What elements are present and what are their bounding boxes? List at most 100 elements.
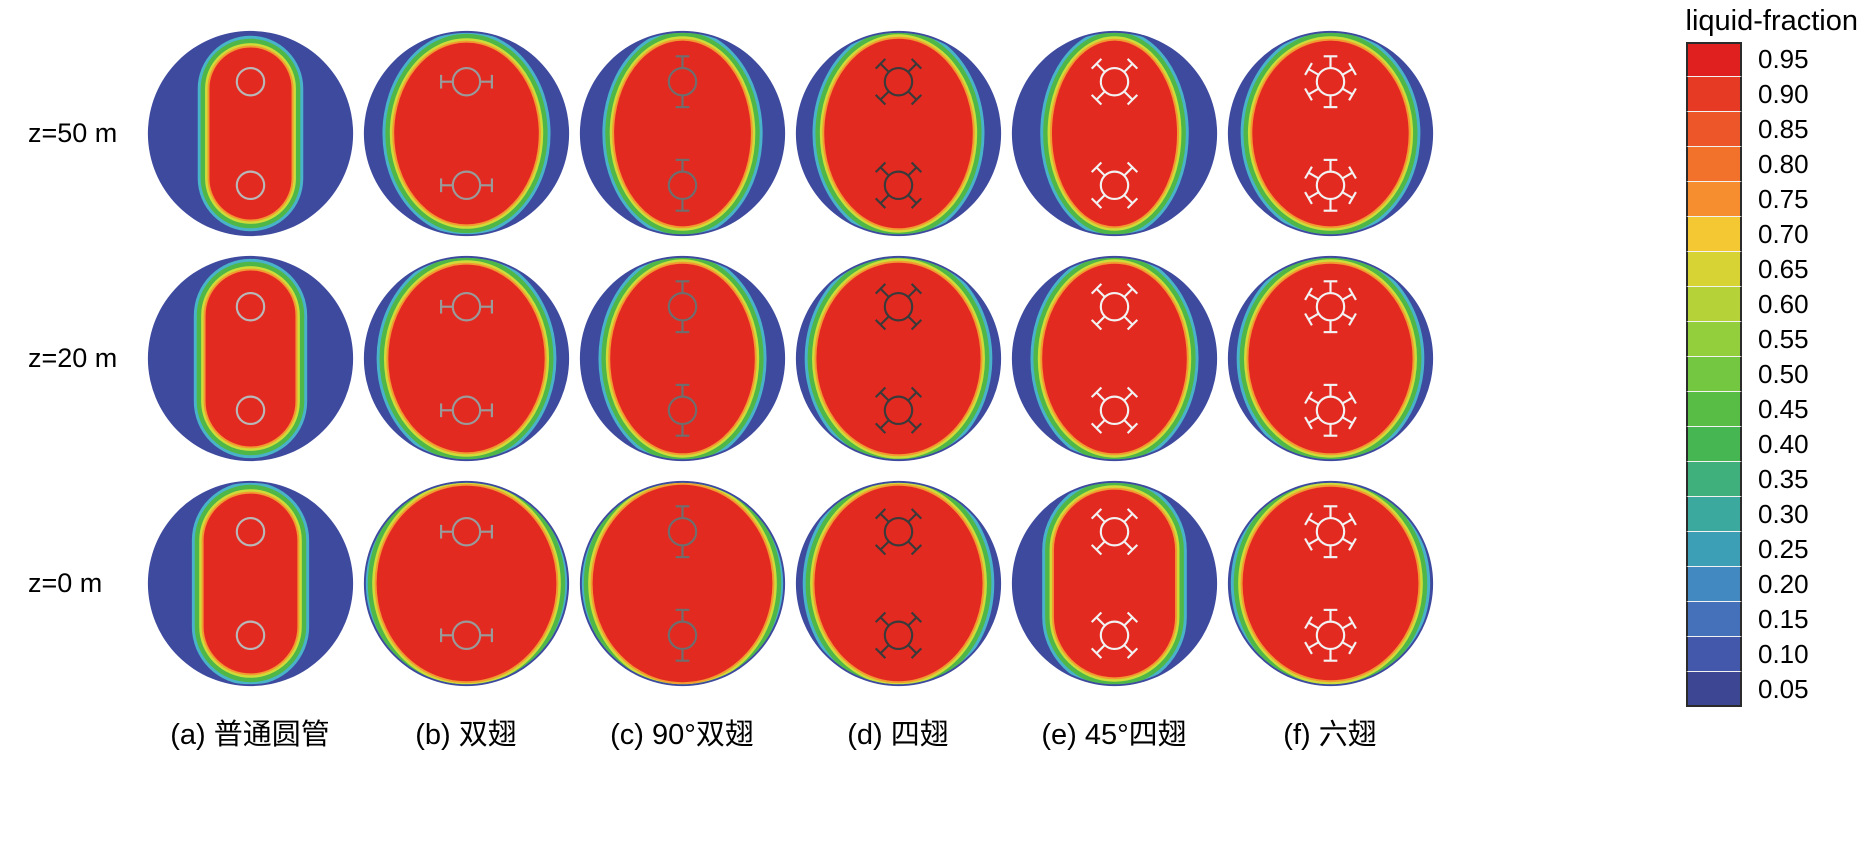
contour-plot-b-row1 <box>358 251 574 466</box>
tube-glyph <box>1303 55 1357 109</box>
contour-svg <box>147 480 353 687</box>
contour-grid: z=50 m z=20 m z=0 m (a) 普通圆管 (b) 双翅 (c) 90°双翅… <box>14 26 1438 751</box>
colorbar-tick-label: 0.15 <box>1758 604 1809 634</box>
tube-glyph <box>1303 158 1357 212</box>
row-label-spacer <box>14 701 142 749</box>
tube-glyph <box>1090 283 1138 331</box>
contour-svg <box>1011 255 1217 462</box>
tube-glyph <box>235 516 265 547</box>
contour-plot-b-row2 <box>358 476 574 691</box>
melt-region <box>601 32 763 235</box>
tube-glyph <box>235 620 265 651</box>
contour-svg <box>147 30 353 237</box>
colorbar-band: 0.20 <box>1686 567 1809 602</box>
colorbar-swatch <box>1686 462 1742 497</box>
colorbar-band: 0.85 <box>1686 112 1809 147</box>
tube-glyph <box>235 291 265 322</box>
colorbar-band: 0.05 <box>1686 672 1809 707</box>
melt-region <box>381 32 551 235</box>
melt-region <box>802 482 994 685</box>
contour-svg <box>1227 30 1433 237</box>
tube-glyph <box>874 611 922 659</box>
colorbar-tick-label: 0.95 <box>1758 44 1809 74</box>
colorbar-tick-label: 0.35 <box>1758 464 1809 494</box>
tube-glyph <box>874 58 922 106</box>
tube-glyph <box>439 395 493 426</box>
melt-region <box>1230 482 1430 685</box>
colorbar-tick-label: 0.30 <box>1758 499 1809 529</box>
colorbar-swatch <box>1686 637 1742 672</box>
colorbar-band: 0.50 <box>1686 357 1809 392</box>
tube-glyph <box>667 280 697 334</box>
contour-plot-f-row1 <box>1222 251 1438 466</box>
colorbar-tick-label: 0.40 <box>1758 429 1809 459</box>
contour-svg <box>147 255 353 462</box>
tube-glyph <box>1303 280 1357 334</box>
melt-region <box>812 32 984 235</box>
tube-glyph <box>235 395 265 426</box>
colorbar-band: 0.70 <box>1686 217 1809 252</box>
contour-plot-c-row0 <box>574 26 790 241</box>
tube-glyph <box>439 291 493 322</box>
melt-region <box>191 482 309 685</box>
tube-glyph <box>439 516 493 547</box>
contour-plot-d-row0 <box>790 26 1006 241</box>
melt-region <box>197 35 303 232</box>
contour-svg <box>1227 255 1433 462</box>
colorbar-band: 0.95 <box>1686 42 1809 77</box>
colorbar-swatch <box>1686 182 1742 217</box>
tube-glyph <box>1090 58 1138 106</box>
row-label-z2: z=0 m <box>28 568 103 598</box>
column-label-c: (c) 90°双翅 <box>610 719 754 751</box>
colorbar-band: 0.35 <box>1686 462 1809 497</box>
tube-glyph <box>874 508 922 556</box>
colorbar-title: liquid-fraction <box>1685 5 1858 37</box>
tube-glyph <box>667 55 697 109</box>
colorbar-band: 0.60 <box>1686 287 1809 322</box>
colorbar-tick-label: 0.85 <box>1758 114 1809 144</box>
tube-glyph <box>1303 383 1357 437</box>
contour-svg <box>1011 480 1217 687</box>
contour-plot-d-row1 <box>790 251 1006 466</box>
tube-glyph <box>439 620 493 651</box>
colorbar-band: 0.25 <box>1686 532 1809 567</box>
colorbar-band: 0.90 <box>1686 77 1809 112</box>
tube-glyph <box>667 505 697 559</box>
contour-svg <box>363 30 569 237</box>
contour-svg <box>795 480 1001 687</box>
contour-svg <box>1011 30 1217 237</box>
contour-svg <box>579 480 785 687</box>
colorbar-tick-label: 0.55 <box>1758 324 1809 354</box>
contour-plot-e-row1 <box>1006 251 1222 466</box>
contour-svg <box>363 255 569 462</box>
colorbar-swatch <box>1686 672 1742 707</box>
colorbar-tick-label: 0.70 <box>1758 219 1809 249</box>
contour-plot-a-row1 <box>142 251 358 466</box>
tube-glyph <box>667 383 697 437</box>
melt-region <box>365 482 567 685</box>
contour-plot-f-row0 <box>1222 26 1438 241</box>
tube-glyph <box>874 161 922 209</box>
contour-svg <box>795 30 1001 237</box>
colorbar-swatch <box>1686 357 1742 392</box>
contour-svg <box>1227 480 1433 687</box>
tube-glyph <box>667 608 697 662</box>
contour-svg <box>579 30 785 237</box>
colorbar-swatch <box>1686 147 1742 182</box>
colorbar-swatch <box>1686 42 1742 77</box>
tube-glyph <box>439 170 493 201</box>
colorbar-swatch <box>1686 252 1742 287</box>
colorbar: 0.95 0.90 0.85 0.80 0.75 0.70 0.65 0.60 0.55 0.50… <box>1686 42 1809 707</box>
tube-glyph <box>1090 386 1138 434</box>
contour-plot-c-row1 <box>574 251 790 466</box>
melt-region <box>376 257 556 460</box>
contour-svg <box>795 255 1001 462</box>
tube-glyph <box>874 283 922 331</box>
colorbar-tick-label: 0.90 <box>1758 79 1809 109</box>
column-label-e: (e) 45°四翅 <box>1041 719 1187 751</box>
melt-region <box>581 482 783 685</box>
column-label-f: (f) 六翅 <box>1283 719 1377 751</box>
colorbar-swatch <box>1686 532 1742 567</box>
tube-glyph <box>439 66 493 97</box>
